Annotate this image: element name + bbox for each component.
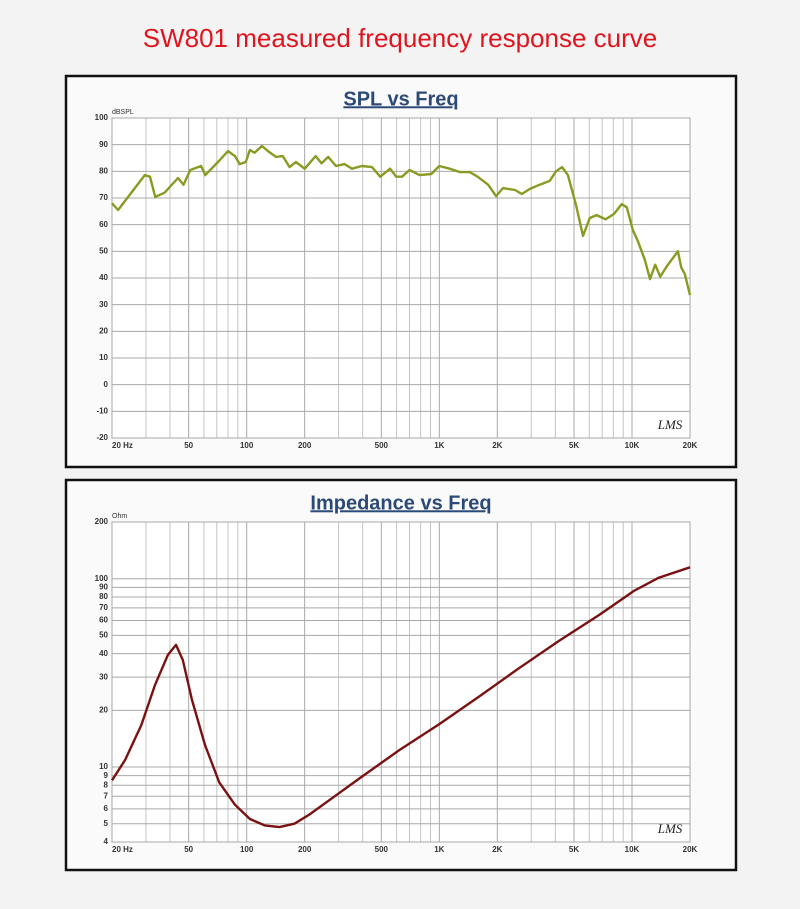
y-tick-label: 50	[99, 631, 108, 640]
x-tick-label: 5K	[569, 845, 579, 854]
chart-title: SPL vs Freq	[343, 88, 458, 110]
chart-title: Impedance vs Freq	[310, 492, 491, 514]
y-tick-label: 30	[99, 300, 108, 309]
x-tick-label: 500	[375, 845, 389, 854]
x-tick-label: 2K	[492, 441, 502, 450]
y-tick-label: 6	[104, 804, 109, 813]
x-tick-label: 20 Hz	[112, 845, 133, 854]
y-tick-label: 60	[99, 220, 108, 229]
y-tick-label: 5	[104, 819, 109, 828]
y-tick-label: 80	[99, 592, 108, 601]
x-tick-label: 1K	[434, 845, 444, 854]
x-tick-label: 500	[375, 441, 389, 450]
x-tick-label: 1K	[434, 441, 444, 450]
y-tick-label: 10	[99, 353, 108, 362]
x-tick-label: 10K	[625, 845, 640, 854]
y-tick-label: 30	[99, 672, 108, 681]
x-tick-label: 50	[184, 441, 193, 450]
y-tick-label: 20	[99, 705, 108, 714]
y-tick-label: 80	[99, 166, 108, 175]
x-tick-label: 20 Hz	[112, 441, 133, 450]
y-tick-label: 20	[99, 326, 108, 335]
x-tick-label: 200	[298, 845, 312, 854]
x-tick-label: 2K	[492, 845, 502, 854]
y-tick-label: -20	[96, 433, 108, 442]
x-tick-label: 100	[240, 845, 254, 854]
y-tick-label: 200	[95, 517, 109, 526]
curve	[111, 144, 692, 296]
y-tick-label: 60	[99, 616, 108, 625]
y-axis-label: Ohm	[112, 513, 127, 520]
y-tick-label: 100	[95, 574, 109, 583]
watermark: LMS	[657, 821, 683, 836]
y-tick-label: 0	[104, 380, 109, 389]
y-tick-label: 100	[95, 113, 109, 122]
x-tick-label: 20K	[683, 845, 698, 854]
x-tick-label: 10K	[625, 441, 640, 450]
y-tick-label: 90	[99, 140, 108, 149]
y-tick-label: 7	[104, 791, 109, 800]
y-tick-label: 40	[99, 649, 108, 658]
x-tick-label: 20K	[683, 441, 698, 450]
page-title: SW801 measured frequency response curve	[143, 23, 658, 53]
y-tick-label: 9	[104, 771, 109, 780]
curve	[110, 566, 691, 829]
x-tick-label: 100	[240, 441, 254, 450]
y-tick-label: 70	[99, 193, 108, 202]
y-axis-label: dBSPL	[112, 109, 134, 116]
plot-area	[111, 521, 691, 843]
x-tick-label: 5K	[569, 441, 579, 450]
watermark: LMS	[657, 417, 683, 432]
y-tick-label: 40	[99, 273, 108, 282]
y-tick-label: -10	[96, 406, 108, 415]
y-tick-label: 90	[99, 582, 108, 591]
y-tick-label: 8	[104, 780, 109, 789]
y-tick-label: 50	[99, 246, 108, 255]
x-tick-label: 200	[298, 441, 312, 450]
y-tick-label: 4	[104, 837, 109, 846]
y-tick-label: 70	[99, 603, 108, 612]
y-tick-label: 10	[99, 762, 108, 771]
x-tick-label: 50	[184, 845, 193, 854]
